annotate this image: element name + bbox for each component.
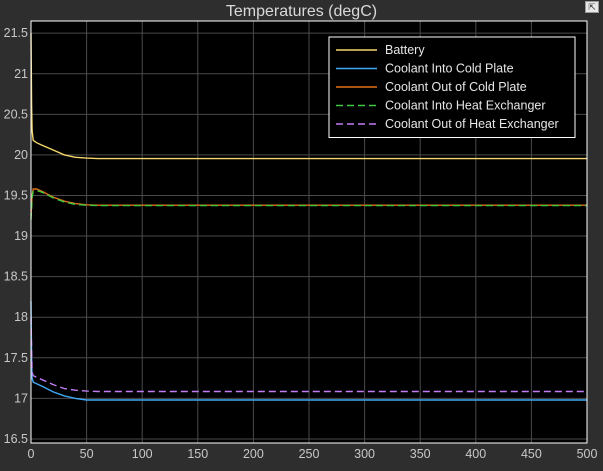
- x-tick-label: 350: [410, 447, 431, 461]
- y-tick-label: 21.5: [4, 26, 28, 40]
- x-tick-label: 400: [465, 447, 486, 461]
- y-tick-label: 20: [14, 148, 28, 162]
- x-tick-label: 500: [577, 447, 598, 461]
- series-line: [30, 189, 587, 220]
- x-tick-label: 300: [354, 447, 375, 461]
- x-tick-label: 450: [521, 447, 542, 461]
- legend-entry: Battery: [385, 43, 425, 57]
- expand-icon[interactable]: ⇱: [585, 1, 599, 13]
- x-tick-label: 200: [243, 447, 264, 461]
- series-line: [30, 317, 587, 393]
- chart-title: Temperatures (degC): [225, 3, 378, 20]
- axes-frame: [30, 20, 588, 444]
- legend-entry: Coolant Out of Cold Plate: [385, 80, 527, 94]
- y-tick-label: 18.5: [4, 270, 28, 284]
- x-tick-label: 150: [187, 447, 208, 461]
- y-tick-label: 20.5: [4, 107, 28, 121]
- legend-entry: Coolant Into Cold Plate: [385, 62, 514, 76]
- legend-box: [328, 36, 576, 138]
- y-tick-label: 16.5: [4, 432, 28, 446]
- y-tick-label: 19.5: [4, 188, 28, 202]
- series-line: [30, 33, 587, 160]
- x-tick-label: 50: [80, 447, 94, 461]
- y-tick-label: 21: [14, 67, 28, 81]
- legend-entry: Coolant Into Heat Exchanger: [385, 99, 546, 113]
- x-tick-label: 0: [28, 447, 35, 461]
- y-tick-label: 17.5: [4, 351, 28, 365]
- x-tick-label: 100: [132, 447, 153, 461]
- y-tick-label: 18: [14, 310, 28, 324]
- series-line: [30, 300, 587, 401]
- series-line: [30, 188, 587, 216]
- legend-entry: Coolant Out of Heat Exchanger: [385, 117, 559, 131]
- y-tick-label: 17: [14, 391, 28, 405]
- y-tick-label: 19: [14, 229, 28, 243]
- x-tick-label: 250: [299, 447, 320, 461]
